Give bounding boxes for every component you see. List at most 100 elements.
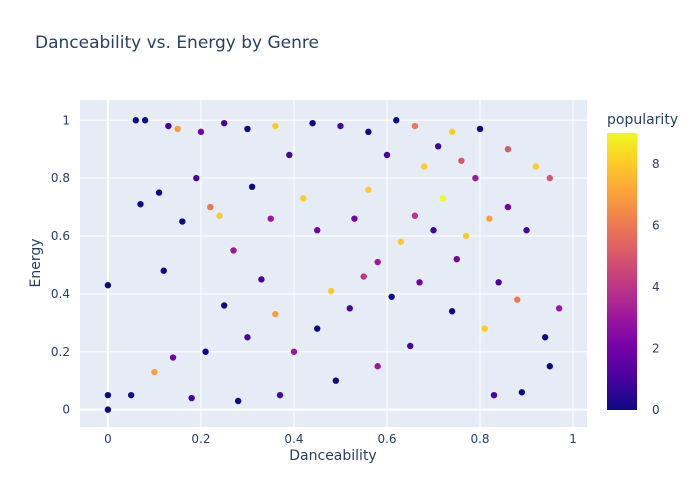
x-tick-label: 0 [104,432,112,446]
data-point [486,215,493,222]
data-point [137,200,144,208]
data-point [421,163,428,170]
y-tick-label: 0.6 [51,229,70,243]
data-point [104,282,112,289]
data-point [272,122,279,130]
data-point [216,212,223,219]
x-tick-label: 0.6 [377,432,396,446]
data-point [332,377,340,384]
data-point [267,215,274,222]
data-point [104,406,112,413]
data-point [514,296,521,303]
data-point [434,143,442,150]
data-point [234,397,242,405]
data-point [314,325,321,332]
data-point [290,348,298,355]
y-tick-label: 0.2 [51,345,70,359]
colorbar-tick-label: 8 [652,157,660,171]
data-point [374,363,381,370]
x-tick-label: 0.2 [191,432,210,446]
data-point [132,117,140,124]
data-point [490,391,498,399]
data-point [472,174,479,182]
data-point [365,186,372,193]
data-point [276,391,284,399]
colorbar-title: popularity [607,112,678,128]
data-point [220,119,228,127]
data-point [374,258,381,266]
data-point [220,302,228,309]
colorbar-tick-label: 2 [652,341,660,355]
data-point [104,391,112,399]
x-tick-label: 1 [569,432,577,446]
data-point [327,287,335,295]
colorbar-ticks: 0 2 4 6 8 [652,157,660,417]
data-point [179,218,186,225]
data-point [388,293,395,300]
data-point [169,354,177,361]
data-point [188,394,195,402]
y-axis-ticks: 0 0.2 0.4 0.6 0.8 1 [51,113,70,416]
data-point [555,305,563,312]
colorbar-tick-label: 6 [652,218,660,232]
data-point [314,227,321,234]
data-point [286,151,293,159]
data-point [546,174,553,182]
data-point [202,348,209,355]
data-point [518,389,526,396]
data-point [360,273,367,280]
data-point [462,232,470,240]
data-point [458,157,465,164]
grid-lines [80,100,587,427]
data-point [546,363,553,370]
data-point [397,238,405,245]
data-point [383,151,391,159]
data-point [248,183,256,191]
data-point [165,122,172,130]
plot-area [80,100,587,427]
data-point [197,128,205,136]
data-point [411,212,419,219]
data-point [393,117,400,124]
data-point [155,189,163,196]
data-point [532,163,540,170]
data-point [207,203,214,211]
data-point [300,195,307,202]
data-point [244,125,251,133]
y-axis-label: Energy [28,238,44,287]
y-tick-label: 0 [62,403,70,417]
data-points [104,117,563,413]
data-point [244,334,251,341]
colorbar [607,133,637,410]
data-point [346,305,353,312]
data-point [151,368,158,376]
chart-title: Danceability vs. Energy by Genre [35,33,319,53]
data-point [476,125,484,133]
data-point [230,247,237,254]
y-tick-label: 0.4 [51,287,70,301]
data-point [541,334,549,341]
data-point [430,227,437,234]
colorbar-tick-label: 4 [652,280,660,294]
data-point [416,279,423,286]
data-point [351,215,358,222]
x-axis-label: Danceability [289,448,376,464]
x-tick-label: 0.8 [470,432,489,446]
data-point [504,203,512,211]
data-point [453,255,460,263]
data-point [407,342,414,350]
data-point [481,325,488,332]
data-point [495,279,502,286]
data-point [193,174,200,182]
y-tick-label: 1 [62,113,70,127]
data-point [439,195,447,202]
data-point [337,122,344,130]
data-point [174,125,181,133]
x-tick-label: 0.4 [284,432,303,446]
data-point [141,117,149,124]
data-point [448,308,456,315]
data-point [448,128,456,136]
colorbar-tick-label: 0 [652,403,660,417]
data-point [504,145,512,153]
